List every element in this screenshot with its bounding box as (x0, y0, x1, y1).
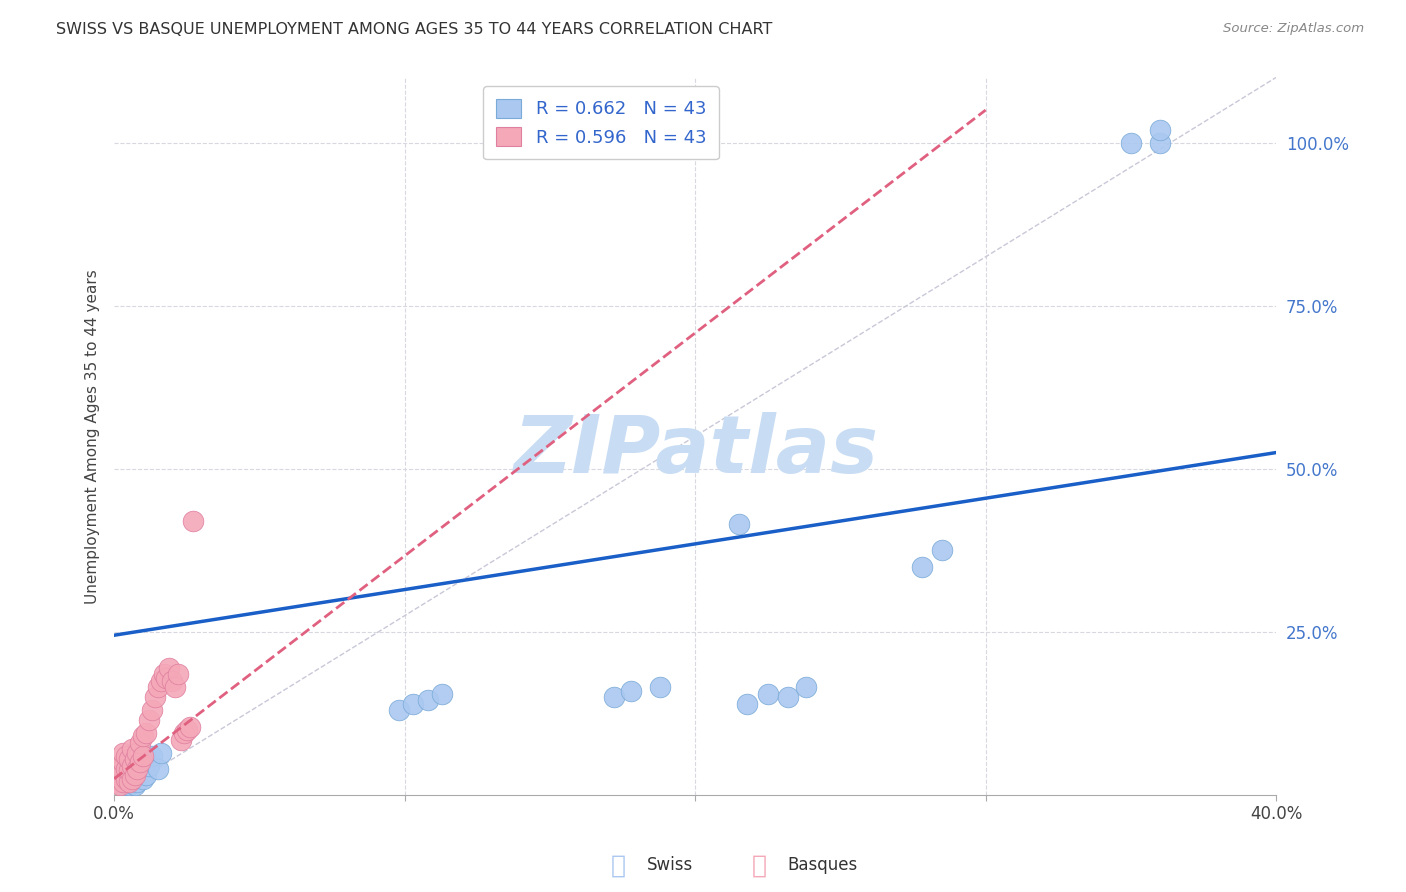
Point (114, 765, 136, 780)
Point (737, 697, 759, 711)
Point (141, 703, 163, 717)
Point (157, 661, 180, 675)
Text: Basques: Basques (787, 856, 858, 874)
Point (162, 673, 184, 688)
Point (124, 758, 146, 772)
Point (1119, 136, 1142, 150)
Point (132, 772, 155, 786)
Point (165, 681, 187, 695)
Point (176, 723, 198, 737)
Point (127, 764, 149, 778)
Point (1149, 122, 1171, 136)
Point (167, 667, 190, 681)
Point (141, 748, 163, 763)
Point (124, 778, 146, 792)
Point (127, 762, 149, 776)
Point (173, 726, 195, 740)
Point (146, 762, 169, 776)
Point (388, 703, 411, 717)
Point (152, 667, 174, 681)
Point (111, 765, 134, 780)
Point (132, 752, 155, 766)
Point (931, 543, 953, 558)
Point (121, 742, 143, 756)
Point (111, 768, 134, 782)
Point (118, 778, 141, 792)
Point (135, 748, 157, 763)
Point (114, 772, 136, 786)
Point (105, 765, 128, 780)
Point (911, 559, 934, 574)
Point (170, 732, 193, 747)
Point (650, 681, 672, 695)
Text: Swiss: Swiss (647, 856, 693, 874)
Y-axis label: Unemployment Among Ages 35 to 44 years: Unemployment Among Ages 35 to 44 years (86, 268, 100, 604)
Point (111, 756, 134, 770)
Point (127, 746, 149, 760)
Point (138, 713, 160, 727)
Point (118, 762, 141, 776)
Point (108, 758, 131, 772)
Point (135, 768, 157, 782)
Point (118, 752, 141, 766)
Point (149, 746, 172, 760)
Point (118, 775, 141, 789)
Point (603, 690, 626, 705)
Point (105, 775, 128, 789)
Point (114, 775, 136, 789)
Point (149, 673, 172, 688)
Point (402, 697, 425, 711)
Point (124, 752, 146, 766)
Point (181, 514, 204, 528)
Text: ZIPatlas: ZIPatlas (513, 411, 877, 490)
Point (727, 517, 749, 532)
Point (132, 730, 155, 744)
Point (118, 770, 141, 784)
Point (138, 758, 160, 772)
Point (179, 720, 201, 734)
Point (129, 736, 152, 750)
Point (114, 748, 136, 763)
Point (105, 772, 128, 786)
Point (155, 671, 177, 685)
Point (111, 778, 134, 792)
Point (124, 768, 146, 782)
Point (121, 772, 143, 786)
Text: Source: ZipAtlas.com: Source: ZipAtlas.com (1223, 22, 1364, 36)
Point (778, 690, 800, 705)
Point (1149, 136, 1171, 150)
Point (143, 690, 166, 705)
Point (620, 683, 643, 698)
Text: ⬜: ⬜ (612, 854, 626, 877)
Point (108, 768, 131, 782)
Point (432, 687, 454, 701)
Point (108, 768, 131, 782)
Point (129, 756, 152, 770)
Point (121, 765, 143, 780)
Point (118, 764, 141, 778)
Point (794, 681, 817, 695)
Point (111, 775, 134, 789)
Text: ⬜: ⬜ (752, 854, 766, 877)
Point (121, 776, 143, 790)
Point (127, 775, 149, 789)
Point (135, 726, 157, 740)
Point (108, 778, 131, 792)
Text: SWISS VS BASQUE UNEMPLOYMENT AMONG AGES 35 TO 44 YEARS CORRELATION CHART: SWISS VS BASQUE UNEMPLOYMENT AMONG AGES … (56, 22, 773, 37)
Point (108, 775, 131, 789)
Point (146, 681, 169, 695)
Point (129, 756, 152, 770)
Legend: R = 0.662   N = 43, R = 0.596   N = 43: R = 0.662 N = 43, R = 0.596 N = 43 (484, 87, 718, 160)
Point (111, 746, 134, 760)
Point (114, 762, 136, 776)
Point (121, 758, 143, 772)
Point (132, 748, 155, 763)
Point (756, 687, 779, 701)
Point (416, 693, 439, 707)
Point (124, 768, 146, 782)
